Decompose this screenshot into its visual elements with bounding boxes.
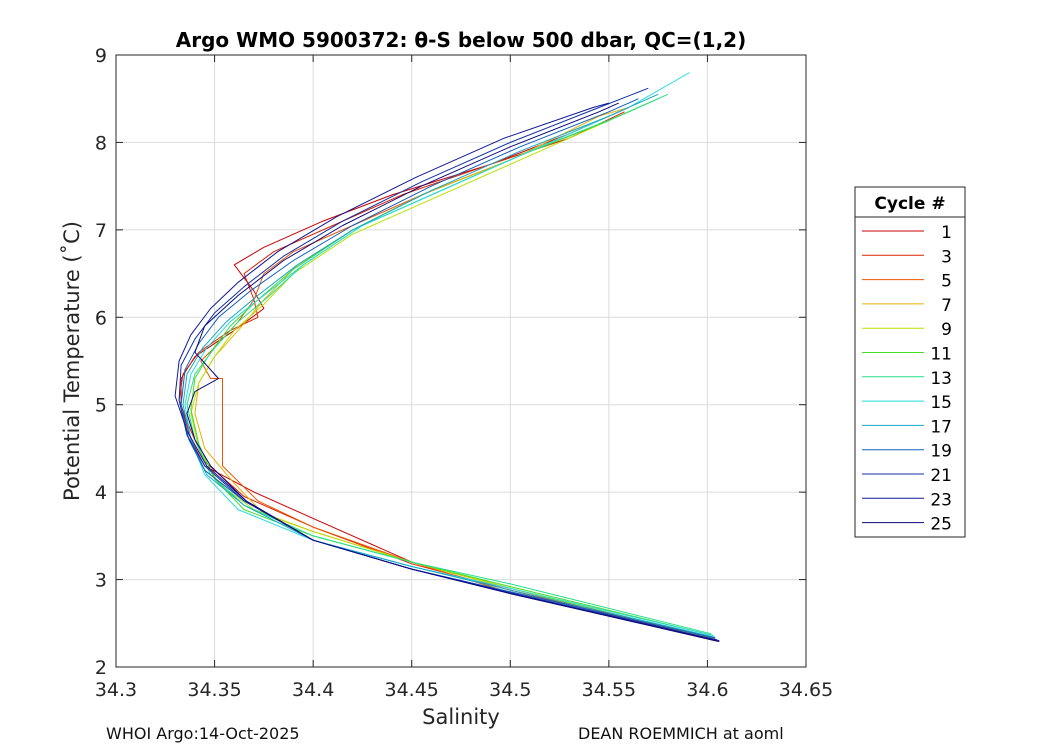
legend-label: 15 (930, 393, 952, 413)
y-tick-label: 6 (95, 307, 107, 329)
legend-title: Cycle # (874, 194, 945, 214)
legend-label: 17 (930, 417, 952, 437)
plot-frame (115, 54, 807, 668)
plot-area: 34.3 34.35 34.4 34.45 34.5 34.55 34.6 34.65 2 3 4 5… (95, 45, 833, 701)
legend-label: 11 (930, 345, 952, 365)
x-tick-label: 34.35 (187, 679, 241, 701)
chart-title: Argo WMO 5900372: θ-S below 500 dbar, QC… (176, 28, 746, 52)
series-line-cycle-25 (186, 102, 720, 643)
legend-label: 19 (930, 442, 952, 462)
legend-label: 3 (941, 247, 952, 267)
y-tick-label: 9 (95, 45, 107, 67)
y-tick-label: 5 (95, 395, 107, 417)
x-axis-label: Salinity (422, 705, 500, 729)
legend-label: 9 (941, 320, 952, 340)
y-tick-label: 2 (95, 657, 107, 679)
x-tick-label: 34.3 (95, 679, 137, 701)
x-tick-label: 34.65 (779, 679, 833, 701)
footer-credit-left: WHOI Argo:14-Oct-2025 (106, 724, 300, 743)
x-tick-label: 34.5 (489, 679, 531, 701)
legend-label: 7 (941, 296, 952, 316)
legend-label: 25 (930, 515, 952, 535)
x-tick-label: 34.4 (292, 679, 334, 701)
legend-label: 23 (930, 490, 952, 510)
x-tick-label: 34.55 (582, 679, 636, 701)
series-line-cycle-1 (180, 107, 718, 642)
y-tick-label: 4 (95, 482, 107, 504)
legend-label: 13 (930, 369, 952, 389)
axis-ticks: 34.3 34.35 34.4 34.45 34.5 34.55 34.6 34.65 2 3 4 5… (95, 45, 833, 701)
x-tick-label: 34.6 (686, 679, 728, 701)
legend-label: 5 (941, 272, 952, 292)
legend-label: 21 (930, 466, 952, 486)
y-tick-label: 7 (95, 220, 107, 242)
series-line-cycle-9 (190, 102, 714, 639)
legend-label: 1 (941, 223, 952, 243)
x-tick-label: 34.45 (385, 679, 439, 701)
y-tick-label: 3 (95, 570, 107, 592)
y-axis-label: Potential Temperature (˚C) (60, 221, 84, 501)
y-tick-label: 8 (95, 132, 107, 154)
footer-credit-right: DEAN ROEMMICH at aoml (578, 724, 784, 743)
legend-box (854, 186, 966, 538)
series-layer (174, 72, 720, 643)
